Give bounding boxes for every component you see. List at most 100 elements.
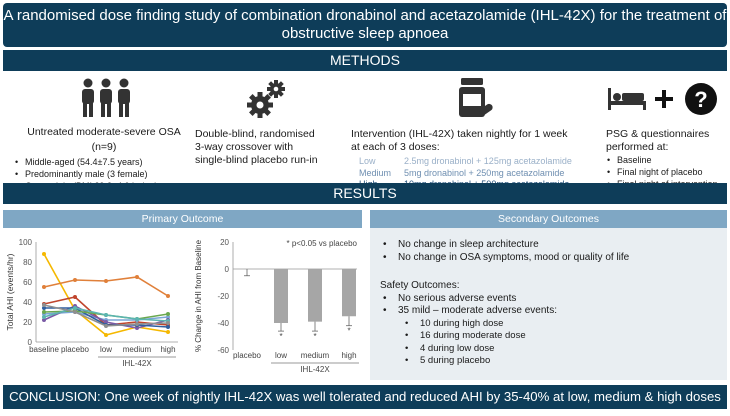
page-title: A randomised dose finding study of combi…	[3, 7, 727, 42]
data-point	[135, 275, 139, 279]
svg-text:?: ?	[694, 87, 707, 112]
secondary-outcomes-panel: No change in sleep architecture No chang…	[370, 228, 727, 380]
significance-marker: *	[279, 332, 282, 341]
data-point	[73, 310, 77, 314]
methods-header: METHODS	[3, 50, 727, 71]
assessment-bullet: Baseline	[606, 154, 728, 166]
bar	[342, 269, 356, 317]
adverse-event-item: 10 during high dose	[402, 318, 557, 331]
bar	[274, 269, 288, 323]
assessment-column: ? PSG & questionnaires performed at: Bas…	[606, 78, 728, 190]
bar	[308, 269, 322, 322]
data-point	[73, 278, 77, 282]
data-point	[166, 294, 170, 298]
y-axis-title: Total AHI (events/hr)	[5, 253, 15, 330]
safety-heading: Safety Outcomes:	[380, 280, 460, 291]
conclusion-banner: CONCLUSION: One week of nightly IHL-42X …	[3, 385, 727, 409]
assessment-bullet: Final night of placebo	[606, 166, 728, 178]
line-chart-axes	[35, 242, 178, 358]
data-point	[73, 306, 77, 310]
dose-row-medium: Medium 5mg dronabinol + 250mg acetazolam…	[359, 168, 601, 180]
data-point	[166, 321, 170, 325]
methods-label: METHODS	[330, 52, 400, 68]
dose-amount: 2.5mg dronabinol + 125mg acetazolamide	[404, 156, 572, 166]
pill-bottle-icon	[459, 78, 493, 117]
dose-level: Medium	[359, 167, 392, 178]
results-label: RESULTS	[333, 185, 397, 201]
data-point	[42, 315, 46, 319]
assessment-heading: PSG & questionnaires	[606, 128, 710, 140]
bar-chart-axes	[232, 242, 359, 364]
data-point	[135, 326, 139, 330]
population-heading: Untreated moderate-severe OSA	[27, 126, 181, 138]
y-tick-label: 20	[23, 318, 32, 327]
design-line: 3-way crossover with	[195, 141, 294, 153]
population-bullet: Predominantly male (3 female)	[14, 168, 194, 180]
y-tick-label: 80	[23, 258, 32, 267]
x-tick-label: high	[160, 345, 175, 354]
safety-bullet: 35 mild – moderate adverse events:	[380, 305, 557, 318]
data-point	[104, 313, 108, 317]
significance-marker: *	[347, 327, 350, 336]
plus-icon	[655, 90, 673, 108]
data-point	[104, 333, 108, 337]
intervention-heading: Intervention (IHL-42X) taken nightly for…	[351, 128, 568, 140]
data-point	[42, 306, 46, 310]
data-point	[104, 320, 108, 324]
line-chart-series	[42, 252, 170, 337]
data-point	[166, 315, 170, 319]
secondary-outcome-label: Secondary Outcomes	[498, 213, 599, 225]
y-tick-label: -60	[217, 346, 229, 355]
data-point	[135, 317, 139, 321]
adverse-event-item: 5 during placebo	[402, 355, 557, 368]
population-bullet: Middle-aged (54.4±7.5 years)	[14, 156, 194, 168]
assessment-icons: ?	[608, 78, 728, 120]
group-label: IHL-42X	[300, 365, 330, 374]
results-header: RESULTS	[3, 183, 727, 204]
y-tick-label: 40	[23, 298, 32, 307]
data-point	[135, 322, 139, 326]
x-tick-label: baseline	[29, 345, 59, 354]
dose-amount: 5mg dronabinol + 250mg acetazolamide	[404, 167, 565, 178]
significance-note: * p<0.05 vs placebo	[287, 239, 358, 248]
title-banner: A randomised dose finding study of combi…	[3, 3, 727, 47]
question-icon: ?	[685, 83, 717, 115]
design-line: single-blind placebo run-in	[195, 154, 318, 166]
data-point	[104, 324, 108, 328]
primary-outcome-label: Primary Outcome	[141, 213, 224, 225]
data-point	[73, 295, 77, 299]
x-tick-label: placebo	[61, 345, 90, 354]
x-tick-label: low	[100, 345, 112, 354]
people-icon	[82, 78, 130, 117]
data-point	[42, 310, 46, 314]
x-tick-label: medium	[301, 351, 330, 360]
data-point	[42, 252, 46, 256]
data-point	[104, 279, 108, 283]
y-tick-label: -20	[217, 292, 229, 301]
secondary-bullet: No change in sleep architecture	[380, 238, 629, 251]
assessment-subheading: performed at:	[606, 141, 669, 153]
y-tick-label: 20	[220, 238, 229, 247]
secondary-outcome-header: Secondary Outcomes	[370, 210, 727, 228]
data-point	[166, 312, 170, 316]
data-point	[166, 325, 170, 329]
data-point	[166, 330, 170, 334]
y-tick-label: -40	[217, 319, 229, 328]
design-column: Double-blind, randomised 3-way crossover…	[195, 78, 345, 167]
bar-chart-bars	[244, 269, 356, 332]
intervention-column: Intervention (IHL-42X) taken nightly for…	[351, 78, 601, 191]
gears-icon	[247, 80, 285, 118]
dose-row-low: Low 2.5mg dronabinol + 125mg acetazolami…	[359, 156, 601, 168]
x-tick-label: high	[341, 351, 356, 360]
intervention-subheading: at each of 3 doses:	[351, 141, 440, 153]
significance-marker: *	[313, 332, 316, 341]
line-chart-labels: 0 20 40 60 80 100 baseline placebo low medium high…	[5, 238, 176, 368]
data-point	[42, 285, 46, 289]
adverse-event-item: 16 during moderate dose	[402, 330, 557, 343]
population-n: (n=9)	[91, 141, 117, 153]
conclusion-text: CONCLUSION: One week of nightly IHL-42X …	[9, 389, 721, 404]
x-tick-label: placebo	[233, 351, 262, 360]
x-tick-label: low	[275, 351, 287, 360]
data-point	[42, 318, 46, 322]
x-tick-label: medium	[123, 345, 152, 354]
